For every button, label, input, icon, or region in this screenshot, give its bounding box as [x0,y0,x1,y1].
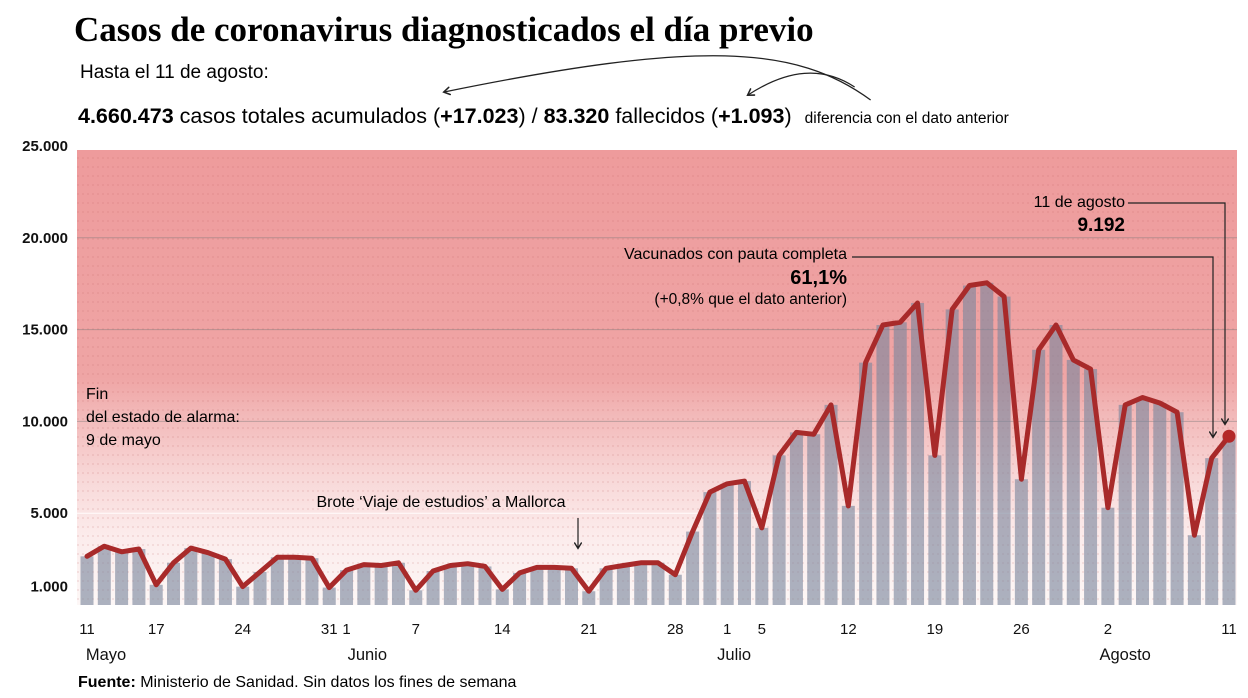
last-point-annotation: 11 de agosto 9.192 [900,194,1125,237]
svg-text:17: 17 [148,621,165,638]
svg-text:10.000: 10.000 [22,413,68,430]
vaccinated-pct: 61,1% [790,267,847,289]
separator: ) / [518,104,544,128]
y-axis-labels: 25.000 20.000 15.000 10.000 5.000 1.000 [22,138,68,596]
source-label: Fuente: [78,674,136,691]
svg-text:28: 28 [667,621,684,638]
svg-text:Julio: Julio [717,646,751,664]
header-arrows [442,55,872,101]
svg-text:5.000: 5.000 [30,505,68,522]
svg-text:2: 2 [1104,621,1112,638]
svg-text:31: 31 [321,621,338,638]
total-cases-value: 4.660.473 [78,104,174,128]
svg-text:1: 1 [342,621,350,638]
svg-text:14: 14 [494,621,511,638]
svg-text:11: 11 [79,621,95,638]
deaths-value: 83.320 [543,104,610,128]
deaths-label: fallecidos ( [609,104,719,128]
svg-text:26: 26 [1013,621,1030,638]
subtitle: Hasta el 11 de agosto: [80,62,269,83]
svg-text:Junio: Junio [348,646,387,664]
svg-text:15.000: 15.000 [22,322,68,339]
last-date-label: 11 de agosto [1033,194,1125,211]
svg-text:12: 12 [840,621,857,638]
paren-close: ) [784,104,792,128]
vaccinated-label: Vacunados con pauta completa [624,246,847,263]
delta-note: diferencia con el dato anterior [804,110,1009,127]
svg-text:20.000: 20.000 [22,230,68,247]
svg-text:5: 5 [758,621,766,638]
vaccinated-note: (+0,8% que el dato anterior) [654,291,847,308]
svg-text:19: 19 [927,621,944,638]
last-point-dot [1222,429,1236,443]
vaccinated-annotation: Vacunados con pauta completa 61,1% (+0,8… [540,246,847,309]
leader-lines [573,202,1230,550]
svg-text:Mayo: Mayo [86,646,126,664]
cases-line [84,280,1232,594]
cases-delta-value: +17.023 [440,104,519,128]
daily-bars [80,282,1236,605]
svg-text:25.000: 25.000 [22,138,68,155]
svg-text:24: 24 [234,621,251,638]
totals-line: 4.660.473 casos totales acumulados (+17.… [78,104,1009,129]
svg-text:1: 1 [723,621,731,638]
mallorca-annotation: Brote ‘Viaje de estudios’ a Mallorca [316,494,566,511]
total-cases-label: casos totales acumulados ( [173,104,441,128]
svg-text:1.000: 1.000 [30,579,68,596]
deaths-delta-value: +1.093 [718,104,785,128]
svg-text:Agosto: Agosto [1099,646,1150,664]
source-text: Ministerio de Sanidad. Sin datos los fin… [135,674,517,691]
svg-text:11: 11 [1221,621,1237,638]
alarm-end-annotation: Fin del estado de alarma: 9 de mayo [86,386,240,449]
last-value-label: 9.192 [1077,215,1125,236]
svg-text:21: 21 [580,621,597,638]
source-line: Fuente: Ministerio de Sanidad. Sin datos… [78,674,516,692]
svg-text:7: 7 [412,621,420,638]
page-title: Casos de coronavirus diagnosticados el d… [74,10,814,49]
